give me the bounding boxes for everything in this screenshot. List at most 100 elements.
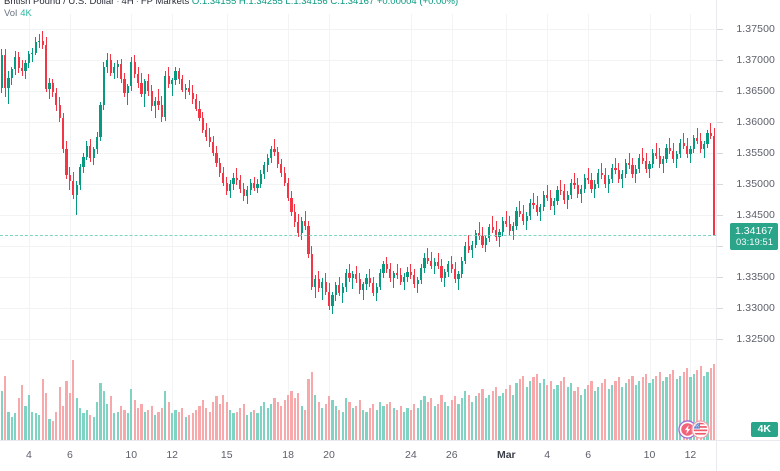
volume-pane[interactable] [0,354,716,440]
volume-bar [689,377,692,440]
volume-bar [280,405,283,440]
candle-body [641,158,644,161]
volume-bar [430,398,433,440]
us-flag-icon[interactable] [691,420,710,439]
candle-body [181,78,184,91]
volume-bar [157,411,160,440]
candle-body [116,64,119,67]
candle-body [191,92,194,99]
volume-bar [358,400,361,440]
candle-body [188,87,191,93]
candle-body [583,177,586,189]
candle-body [604,175,607,184]
volume-bar [123,409,126,440]
candle-body [7,77,10,88]
candle-body [126,86,129,93]
time-scale[interactable]: 4 6 10 12 15 18 20 24 26 Mar 4 6 10 12 [0,440,780,471]
lightning-bolt-icon[interactable] [678,420,697,439]
candle-body [665,148,668,160]
candle-body [413,275,416,285]
candle-body [662,159,665,165]
grid-line-horizontal [0,184,716,185]
volume-bar [72,360,75,440]
price-pane[interactable] [0,14,716,354]
candle-body [218,162,221,173]
candle-body [498,232,501,238]
candle-body [167,76,170,84]
volume-bar [65,381,68,440]
candle-body [269,149,273,159]
volume-bar [467,394,470,440]
candle-body [130,61,133,87]
volume-bar [150,405,153,440]
volume-bar [290,390,293,440]
grid-line-vertical [588,14,590,354]
volume-bar [116,411,119,440]
candle-body [385,264,389,270]
candle-body [212,141,215,154]
volume-bar [10,417,14,440]
volume-bar [402,411,406,440]
volume-bar [164,390,167,440]
candle-body [119,64,123,79]
volume-bar [454,396,457,440]
candle-body [437,261,440,266]
grid-line-horizontal [0,214,716,216]
symbol-name[interactable]: British Pound / U.S. Dollar [4,0,115,7]
legend-volume-row[interactable]: Vol 4K [4,7,458,20]
candle-wick [127,83,129,105]
candle-body [402,276,406,282]
interval-label[interactable]: 4H [121,0,134,7]
volume-bar [174,409,177,440]
candle-body [10,69,14,78]
current-price-badge: 1.34167 03:19:51 [730,223,778,251]
candle-body [317,279,320,288]
volume-bar [48,419,51,440]
candle-body [283,172,286,183]
candle-wick [580,185,582,203]
ohlc-high-value: 1.34255 [248,0,283,7]
volume-bar [713,364,716,440]
candle-body [570,182,573,196]
price-tick-label: 1.37500 [736,23,775,36]
volume-bar [682,371,685,440]
volume-bar [75,398,78,440]
grid-line-vertical [506,14,508,354]
volume-bar [222,394,225,440]
time-scale-divider [716,441,717,471]
candle-wick [273,139,275,156]
candle-body [102,66,106,105]
candle-body [488,227,491,239]
candle-body [171,80,174,84]
volume-bar [266,407,269,440]
volume-bar [597,386,600,440]
candle-body [696,138,699,141]
candle-body [702,144,706,150]
price-scale[interactable]: 1.34167 03:19:51 4K 1.37500 1.37000 1.3650… [716,0,780,440]
candle-wick [314,275,316,298]
candle-body [655,153,658,156]
volume-bar [317,402,320,440]
candle-body [362,284,365,291]
volume-bar [191,413,194,440]
candle-body [675,154,678,160]
time-tick-label: 15 [220,449,233,461]
volume-bar [709,367,712,440]
candle-body [34,42,37,53]
legend-symbol-row[interactable]: British Pound / U.S. Dollar · 4H · FP Market… [4,0,458,7]
candle-body [24,62,27,72]
volume-bar [491,390,494,440]
candle-body [645,160,648,170]
volume-bar [99,383,102,440]
candle-body [525,216,528,222]
candle-wick [574,172,575,189]
candle-body [522,213,525,222]
grid-line-vertical [131,14,133,354]
volume-bar [423,396,426,440]
volume-bar [119,405,123,440]
candle-body [491,227,494,230]
volume-bar [126,413,129,440]
volume-bar [225,402,228,440]
volume-bar [559,381,562,440]
candle-body [600,172,603,176]
